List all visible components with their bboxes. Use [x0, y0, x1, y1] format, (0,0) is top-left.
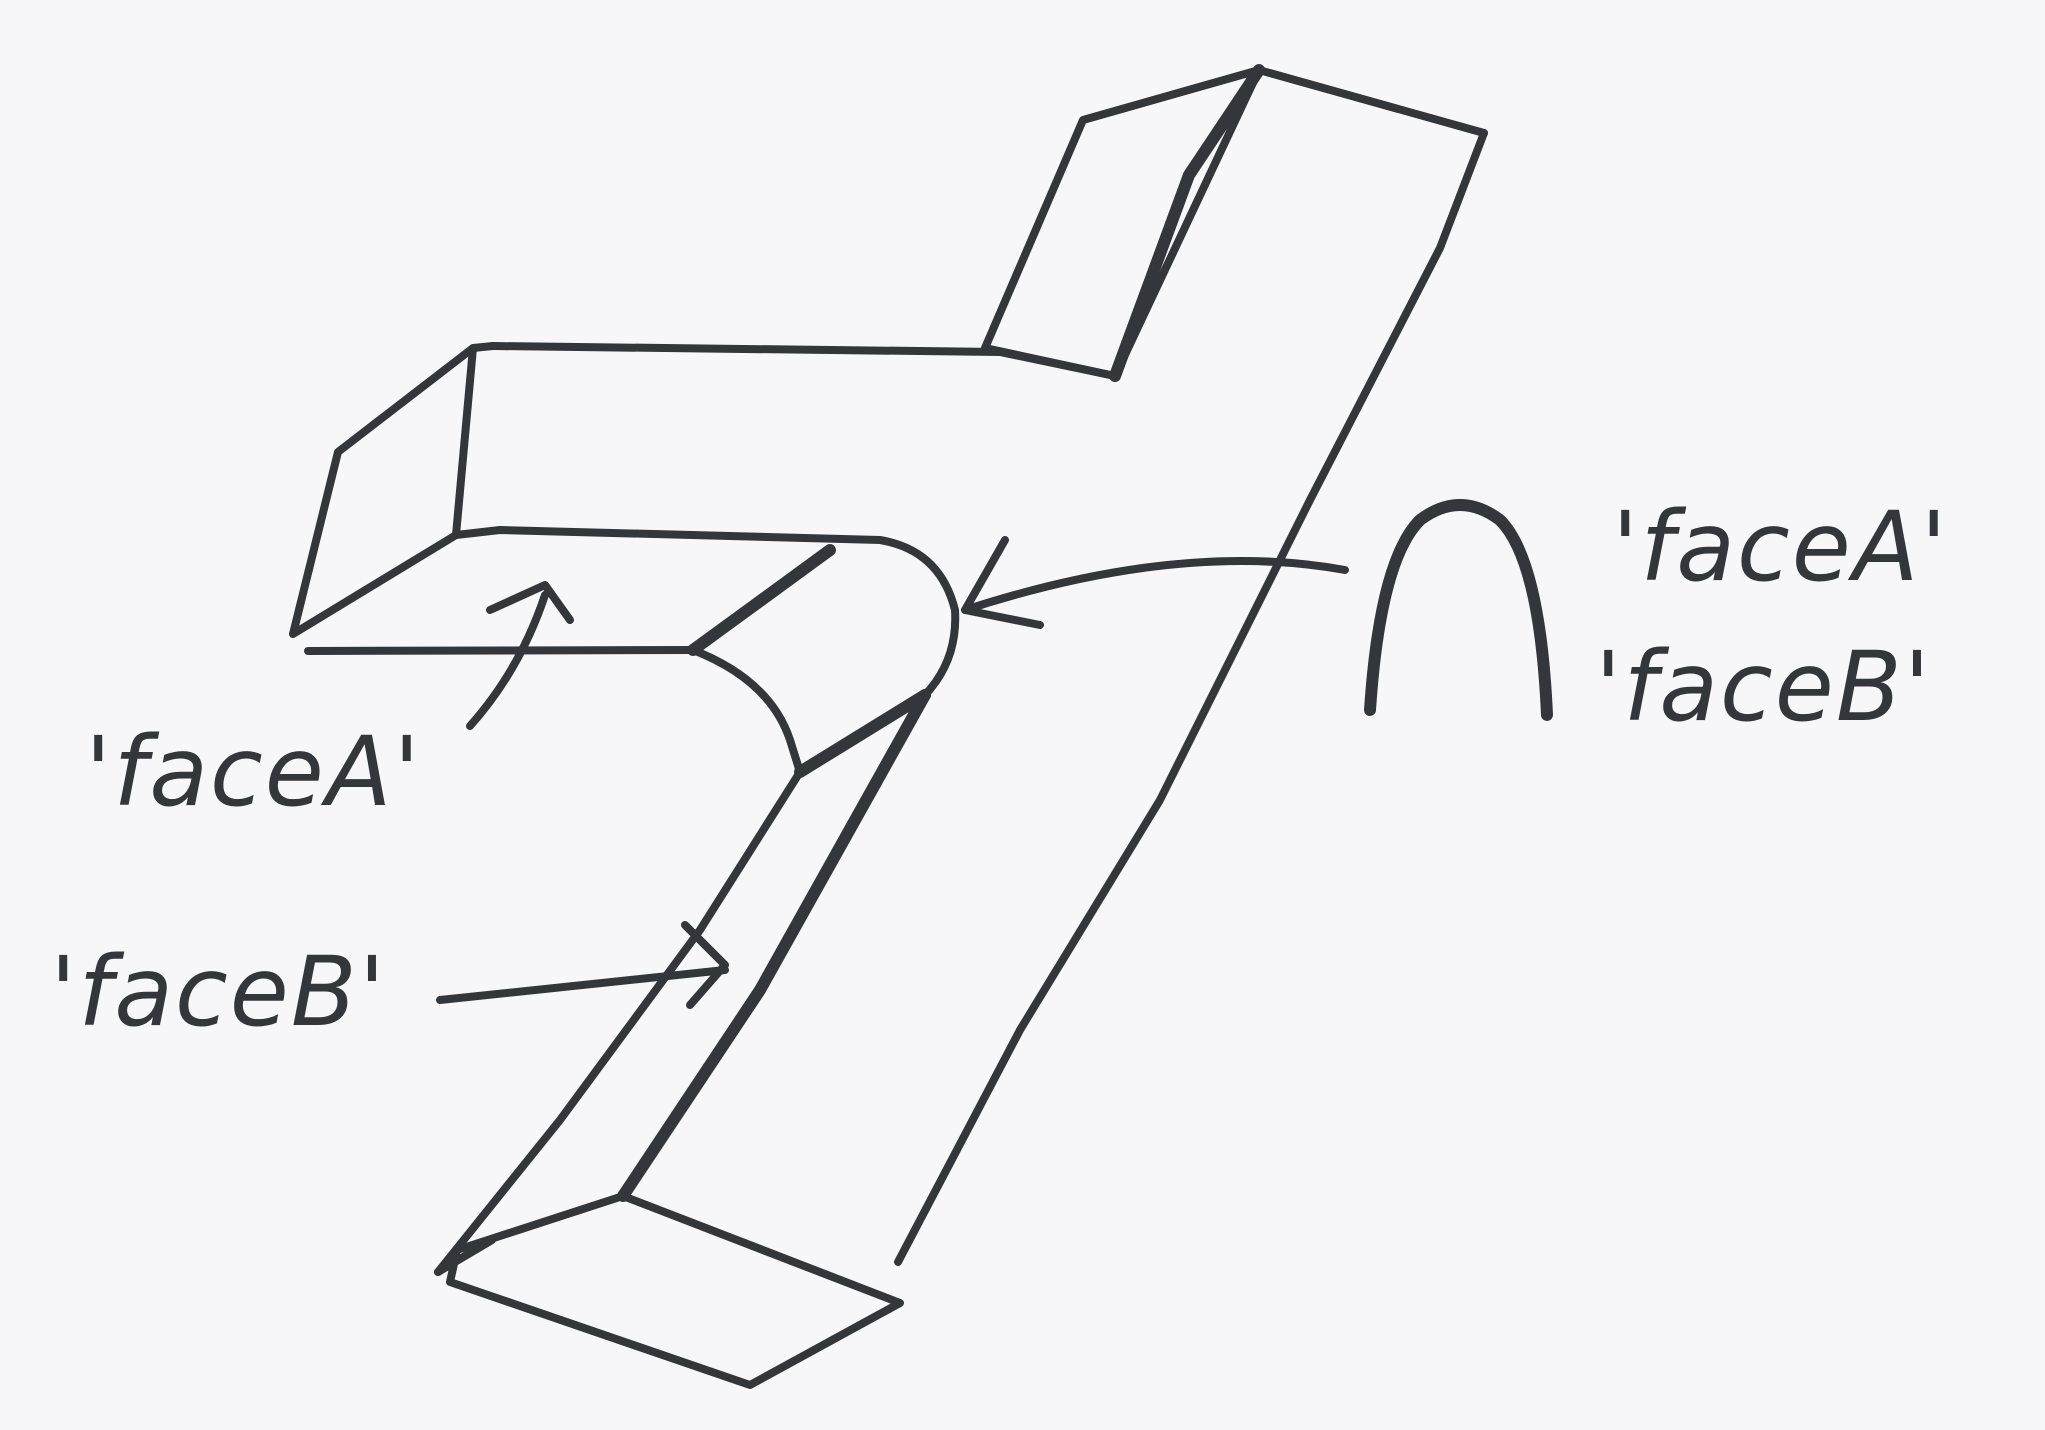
- top-end-cap-inner-edge: [1109, 64, 1265, 382]
- bar-inner-edge: [617, 689, 931, 1202]
- right-face-b-label: 'faceB': [1595, 631, 1932, 743]
- bend-arrow-head: [961, 536, 1044, 629]
- top-block-top-edge: [1255, 66, 1488, 137]
- bend-curve: [689, 646, 804, 776]
- bar-left-edge: [434, 768, 804, 1276]
- left-arm-bottom-edge: [304, 646, 697, 655]
- left-arm-back-top-edge: [469, 342, 497, 352]
- bend-crease-lower: [794, 689, 931, 778]
- bend-arrow-shaft: [961, 557, 1349, 614]
- bottom-end-cap-top-edge: [434, 1236, 496, 1276]
- face-b-arrow-head: [681, 921, 729, 1009]
- intersection-icon: [1364, 499, 1553, 721]
- left-arm: [289, 342, 1119, 699]
- left-end-cap: [289, 344, 477, 638]
- bottom-end-block: [434, 1192, 904, 1389]
- bend-region: [687, 544, 931, 778]
- face-a-arrow-head: [486, 581, 574, 624]
- top-end-block: [894, 64, 1488, 1266]
- left-face-a-label: 'faceA': [85, 716, 422, 828]
- right-face-a-label: 'faceA': [1612, 491, 1949, 603]
- bottom-end-cap: [446, 1192, 904, 1389]
- annotation-arrows: [436, 536, 1349, 1009]
- top-end-cap: [981, 66, 1263, 380]
- bend-crease-upper: [687, 544, 836, 656]
- face-a-arrow-shaft: [466, 591, 549, 730]
- diagonal-bar: [434, 689, 931, 1276]
- left-face-b-label: 'faceB': [50, 936, 387, 1048]
- top-block-right-edge: [894, 129, 1488, 1266]
- left-arm-top-edge: [489, 342, 1119, 380]
- left-arm-top-face-edge: [452, 526, 960, 699]
- face-b-arrow-shaft: [436, 966, 729, 1004]
